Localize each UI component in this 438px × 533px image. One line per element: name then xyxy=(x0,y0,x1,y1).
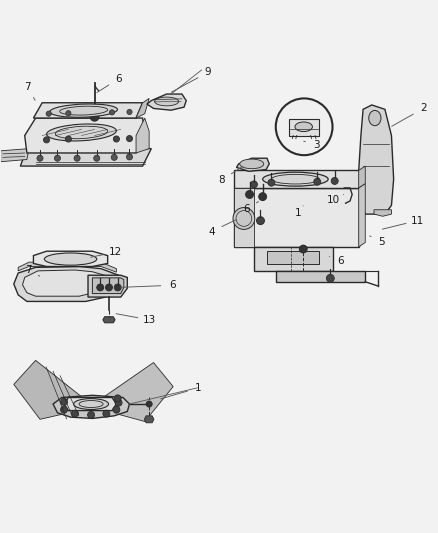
Text: 6: 6 xyxy=(169,280,176,290)
Ellipse shape xyxy=(155,97,179,106)
Polygon shape xyxy=(1,149,29,161)
Polygon shape xyxy=(64,398,117,410)
Circle shape xyxy=(115,399,122,406)
Polygon shape xyxy=(237,158,269,171)
Circle shape xyxy=(233,207,255,229)
Circle shape xyxy=(276,99,332,155)
Polygon shape xyxy=(359,105,394,214)
Text: 6: 6 xyxy=(337,256,344,266)
Circle shape xyxy=(268,179,275,186)
Circle shape xyxy=(103,410,110,417)
Text: 2: 2 xyxy=(420,103,427,114)
Circle shape xyxy=(246,190,254,198)
Polygon shape xyxy=(267,251,319,264)
Polygon shape xyxy=(136,99,149,118)
Text: 9: 9 xyxy=(205,67,212,77)
Circle shape xyxy=(97,284,104,291)
Polygon shape xyxy=(53,395,130,418)
Circle shape xyxy=(114,284,121,291)
Polygon shape xyxy=(359,166,365,188)
Text: 4: 4 xyxy=(208,227,215,237)
Polygon shape xyxy=(234,188,359,247)
Circle shape xyxy=(74,155,80,161)
Circle shape xyxy=(106,284,113,291)
Circle shape xyxy=(127,135,133,142)
Circle shape xyxy=(114,395,121,402)
Circle shape xyxy=(259,193,267,200)
Ellipse shape xyxy=(263,172,328,186)
Circle shape xyxy=(111,154,117,160)
Polygon shape xyxy=(92,278,124,294)
Circle shape xyxy=(88,411,95,418)
Circle shape xyxy=(65,136,71,142)
Polygon shape xyxy=(88,275,127,297)
Text: 11: 11 xyxy=(410,216,424,225)
Ellipse shape xyxy=(50,104,117,117)
Text: 10: 10 xyxy=(327,195,340,205)
Text: 13: 13 xyxy=(142,315,156,325)
Text: 7: 7 xyxy=(25,83,31,93)
Circle shape xyxy=(257,217,265,224)
Circle shape xyxy=(331,177,338,184)
Ellipse shape xyxy=(369,110,381,126)
FancyBboxPatch shape xyxy=(289,119,318,135)
Polygon shape xyxy=(22,270,108,296)
Text: 1: 1 xyxy=(195,383,202,393)
Ellipse shape xyxy=(46,124,117,141)
Text: 12: 12 xyxy=(109,247,122,257)
Circle shape xyxy=(90,112,99,121)
Text: 6: 6 xyxy=(243,204,250,214)
Polygon shape xyxy=(103,317,115,323)
Polygon shape xyxy=(136,118,149,153)
Circle shape xyxy=(110,110,115,115)
Ellipse shape xyxy=(44,253,97,265)
Polygon shape xyxy=(234,188,254,247)
Polygon shape xyxy=(33,251,108,266)
Text: 6: 6 xyxy=(115,74,122,84)
Circle shape xyxy=(113,406,120,413)
Polygon shape xyxy=(20,149,151,166)
Circle shape xyxy=(54,155,60,161)
Circle shape xyxy=(127,109,132,115)
Circle shape xyxy=(43,137,49,143)
Circle shape xyxy=(94,155,100,161)
Polygon shape xyxy=(97,362,173,422)
Text: 1: 1 xyxy=(295,208,302,218)
Text: 5: 5 xyxy=(378,237,385,247)
Ellipse shape xyxy=(295,122,312,132)
Circle shape xyxy=(326,274,334,282)
Circle shape xyxy=(251,181,258,188)
Text: 3: 3 xyxy=(313,140,320,150)
Circle shape xyxy=(66,111,71,116)
Polygon shape xyxy=(14,266,119,302)
Ellipse shape xyxy=(74,399,109,409)
Circle shape xyxy=(60,398,67,405)
Text: 8: 8 xyxy=(218,175,225,185)
Circle shape xyxy=(127,154,133,160)
Text: 7: 7 xyxy=(25,265,32,275)
Polygon shape xyxy=(359,183,365,247)
Polygon shape xyxy=(25,118,145,153)
Polygon shape xyxy=(254,247,332,271)
Circle shape xyxy=(299,245,307,253)
Polygon shape xyxy=(234,171,359,188)
Circle shape xyxy=(314,179,321,185)
Circle shape xyxy=(146,401,152,407)
Circle shape xyxy=(113,136,120,142)
Polygon shape xyxy=(374,210,392,216)
Circle shape xyxy=(37,155,43,161)
Polygon shape xyxy=(14,360,88,419)
Circle shape xyxy=(71,410,78,417)
Polygon shape xyxy=(276,271,365,282)
Polygon shape xyxy=(33,103,143,118)
Ellipse shape xyxy=(240,159,264,169)
Polygon shape xyxy=(145,416,154,423)
Circle shape xyxy=(46,111,51,116)
Polygon shape xyxy=(18,262,117,272)
Polygon shape xyxy=(147,94,186,110)
Circle shape xyxy=(60,406,67,413)
